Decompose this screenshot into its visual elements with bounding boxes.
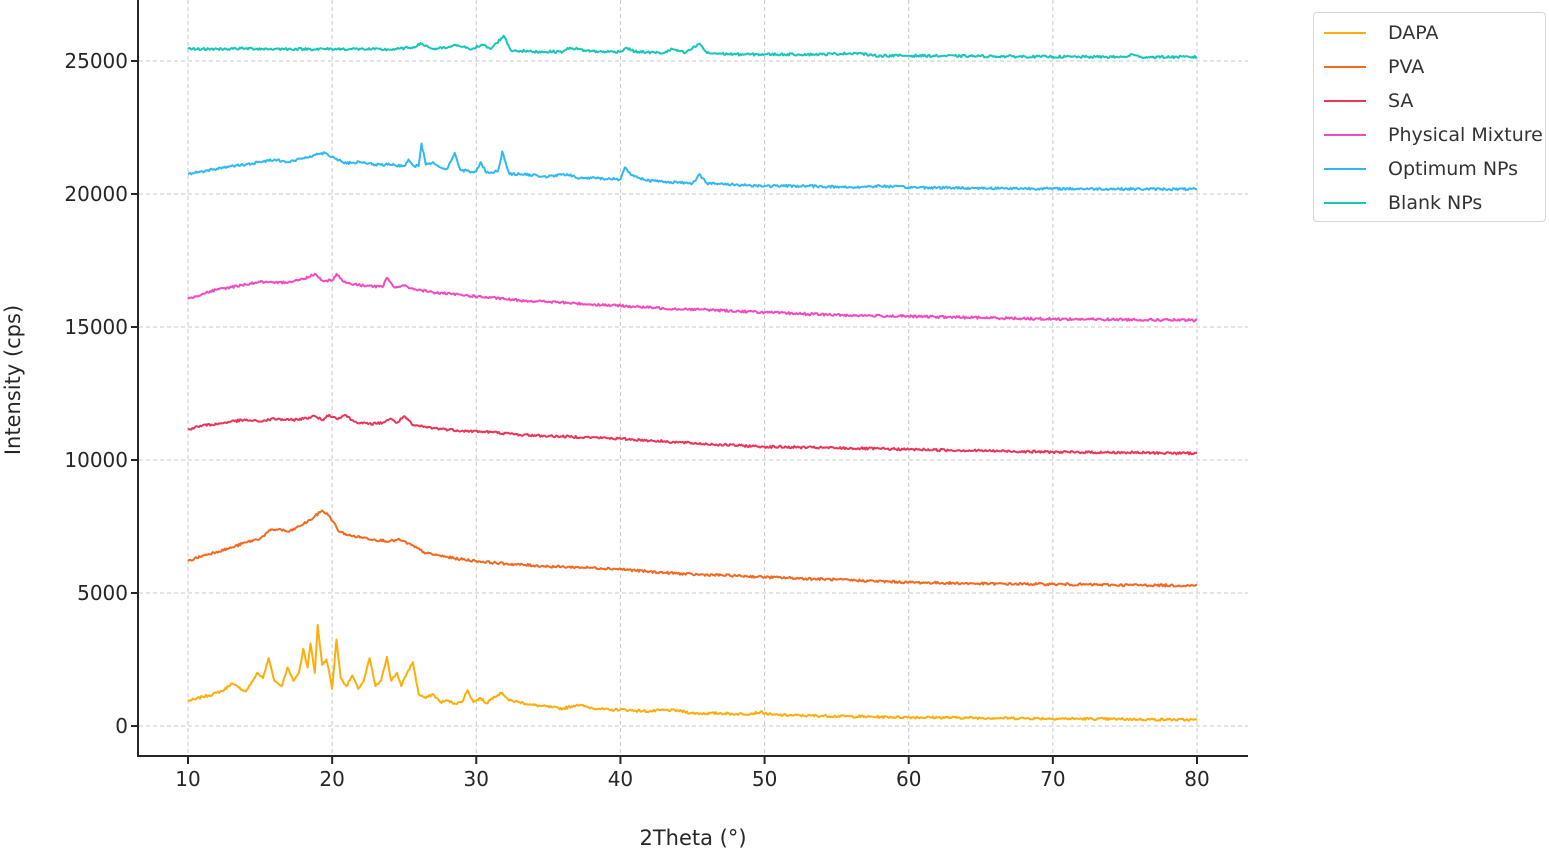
axes — [137, 0, 1248, 757]
legend-label: Optimum NPs — [1388, 158, 1519, 180]
legend-item-sa: SA — [1314, 86, 1413, 116]
series-line-optimum-nps — [187, 142, 1198, 192]
legend-item-pva: PVA — [1314, 52, 1424, 82]
x-tick-label: 80 — [1184, 767, 1209, 791]
legend-label: PVA — [1388, 56, 1425, 78]
legend-swatch-sa — [1324, 100, 1366, 102]
y-tick-label: 5000 — [77, 581, 128, 605]
y-ticks: 0 5000 10000 15000 20000 25000 — [64, 49, 138, 738]
y-tick-label: 10000 — [64, 448, 128, 472]
y-axis-label: Intensity (cps) — [1, 305, 25, 455]
series-line-physical-mixture — [187, 272, 1198, 323]
y-tick-label: 20000 — [64, 182, 128, 206]
legend-swatch-optimum-nps — [1324, 168, 1366, 170]
y-tick-label: 25000 — [64, 49, 128, 73]
legend-label: Physical Mixture — [1388, 124, 1543, 146]
legend-label: DAPA — [1388, 22, 1439, 44]
legend-item-optimum-nps: Optimum NPs — [1314, 154, 1518, 184]
legend-label: SA — [1388, 90, 1414, 112]
series-line-pva — [187, 509, 1198, 588]
series-line-dapa — [187, 623, 1198, 722]
legend-item-blank-nps: Blank NPs — [1314, 188, 1482, 218]
legend-swatch-physical-mixture — [1324, 134, 1366, 136]
grid-lines — [139, 0, 1248, 755]
legend-item-physical-mixture: Physical Mixture — [1314, 120, 1543, 150]
data-series — [187, 34, 1198, 722]
legend-label: Blank NPs — [1388, 192, 1483, 214]
x-tick-label: 50 — [752, 767, 777, 791]
x-tick-label: 30 — [464, 767, 489, 791]
legend-swatch-pva — [1324, 66, 1366, 68]
y-tick-label: 15000 — [64, 315, 128, 339]
x-ticks: 10 20 30 40 50 60 70 80 — [175, 756, 1210, 791]
legend-swatch-dapa — [1324, 32, 1366, 34]
series-line-sa — [187, 413, 1198, 456]
y-tick-label: 0 — [115, 714, 128, 738]
x-tick-label: 40 — [608, 767, 633, 791]
x-tick-label: 10 — [175, 767, 200, 791]
x-tick-label: 70 — [1040, 767, 1065, 791]
x-tick-label: 60 — [896, 767, 921, 791]
legend-swatch-blank-nps — [1324, 202, 1366, 204]
x-tick-label: 20 — [319, 767, 344, 791]
legend: DAPA PVA SA Physical Mixture Optimum NPs… — [1313, 12, 1546, 222]
x-axis-label: 2Theta (°) — [639, 826, 746, 849]
series-line-blank-nps — [187, 34, 1198, 60]
legend-item-dapa: DAPA — [1314, 18, 1439, 48]
